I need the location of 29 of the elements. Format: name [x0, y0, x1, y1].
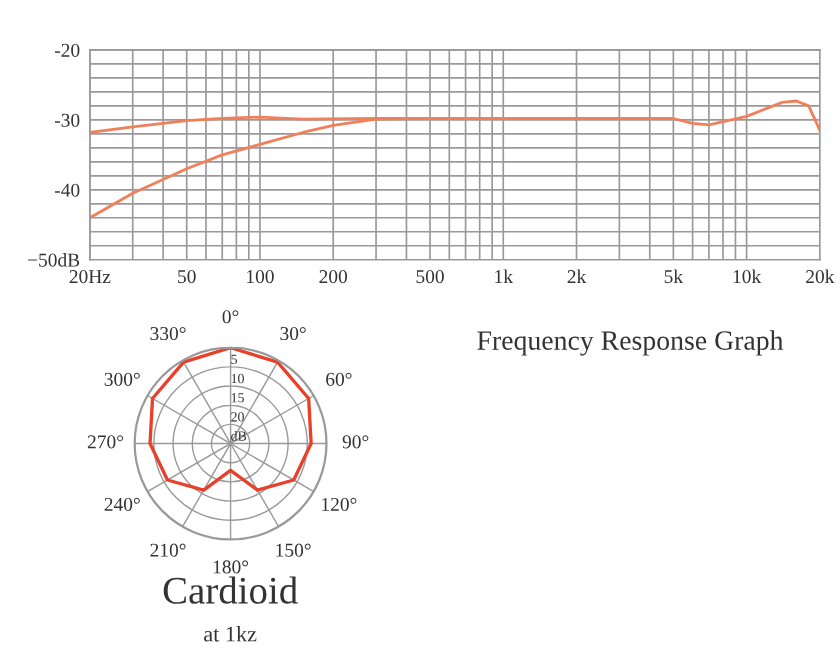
x-tick-label: 2k — [567, 269, 587, 283]
spoke-label: 120° — [322, 497, 357, 511]
y-tick-label: -20 — [54, 43, 80, 57]
x-tick-label: 1k — [495, 269, 513, 283]
spoke-label: 240° — [104, 497, 140, 511]
spoke-label: 300° — [104, 372, 140, 386]
x-tick-label: 20k — [806, 269, 835, 284]
x-tick-label: 5k — [664, 269, 684, 284]
x-tick-label: 10k — [733, 269, 762, 284]
y-tick-label: -40 — [54, 183, 80, 197]
spoke-label: 180° — [213, 560, 249, 574]
spoke-label: 60° — [326, 372, 352, 386]
x-tick-label: 200 — [319, 270, 348, 284]
x-tick-label: 500 — [416, 270, 444, 284]
spoke-label: 330° — [150, 326, 186, 341]
spoke-label: 0° — [222, 310, 239, 324]
text: Cardioid — [163, 576, 298, 604]
spoke-label: 90° — [342, 435, 369, 449]
text: at 1kz — [204, 625, 257, 642]
x-tick-label: 100 — [247, 270, 274, 284]
y-tick-label: -30 — [54, 113, 80, 127]
spoke-label: 210° — [150, 543, 186, 557]
text: Frequency Response Graph — [477, 330, 784, 356]
x-tick-label: 20Hz — [69, 270, 111, 284]
x-tick-label: 50 — [178, 270, 196, 284]
spoke-label: 150° — [276, 543, 311, 557]
spoke-label: 270° — [87, 435, 124, 449]
y-tick-label: −50dB — [28, 252, 80, 267]
spoke-label: 30° — [280, 326, 306, 341]
